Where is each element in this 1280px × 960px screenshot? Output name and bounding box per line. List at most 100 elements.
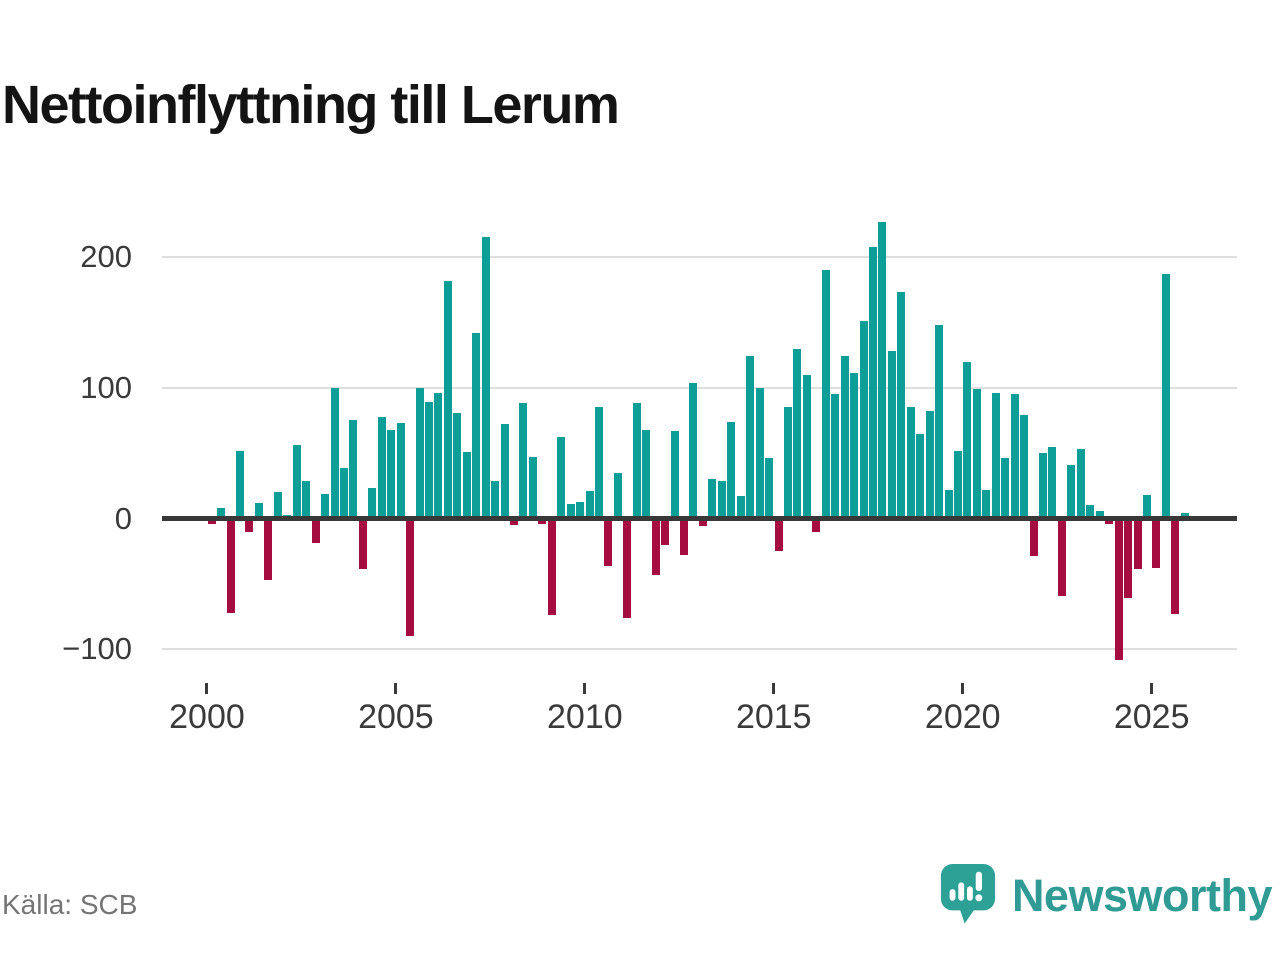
bar-2020Q3 [982,489,991,519]
x-axis-tick-mark-2000 [205,683,209,694]
bar-2012Q2 [670,430,679,519]
bar-2006Q4 [462,451,471,519]
bar-2021Q1 [1001,458,1010,519]
bar-2019Q2 [935,325,944,519]
bar-2009Q2 [557,437,566,519]
bar-2003Q2 [330,387,339,519]
newsworthy-speech-bubble-barchart-icon [939,862,997,930]
bar-2008Q2 [519,403,528,519]
bar-2002Q2 [292,445,301,519]
bar-2016Q3 [831,394,840,519]
bar-2015Q2 [783,407,792,519]
bar-2018Q4 [916,433,925,519]
bar-2010Q3 [604,518,613,566]
bar-2022Q3 [1057,518,1066,596]
x-axis-tick-label: 2020 [924,698,1001,736]
bar-2018Q2 [897,292,906,519]
bar-2004Q3 [377,416,386,519]
x-axis-tick-label: 2015 [735,698,812,736]
newsworthy-logo-text: Newsworthy [1011,870,1273,921]
bar-2023Q3 [1095,510,1104,519]
bar-2020Q4 [991,393,1000,519]
gridline-y-100 [162,386,1237,389]
y-axis-tick-label: 200 [80,239,132,275]
bar-2022Q1 [1039,453,1048,519]
bar-2009Q1 [547,518,556,616]
bar-2025Q2 [1161,274,1170,519]
bar-2007Q4 [500,424,509,519]
bar-2003Q1 [321,493,330,519]
bar-2000Q2 [217,508,226,519]
source-note: Källa: SCB [2,889,138,920]
bar-2008Q1 [510,518,518,526]
bar-2001Q1 [245,518,254,532]
bar-2007Q3 [491,480,500,519]
gridline-y-200 [162,256,1237,259]
bar-2023Q2 [1086,505,1095,519]
chart-title: Nettoinflyttning till Lerum [2,75,620,136]
bar-2011Q3 [642,429,651,519]
x-axis-tick-mark-2020 [961,683,965,694]
bar-2014Q3 [755,387,764,519]
x-axis-tick-mark-2025 [1150,683,1154,694]
bar-2015Q4 [802,374,811,519]
x-axis-tick-label: 2005 [358,698,434,736]
bar-2016Q4 [840,356,849,519]
bar-2015Q3 [793,348,802,519]
bar-2025Q4 [1180,513,1189,519]
zero-axis-line [162,516,1237,521]
bar-2005Q2 [406,518,415,637]
x-axis-tick-label: 2000 [169,698,245,736]
bar-2024Q4 [1142,494,1151,519]
x-axis-tick-mark-2010 [583,683,587,694]
bar-2011Q1 [623,518,632,618]
gridline-y--100 [162,648,1237,651]
bar-2018Q1 [887,351,896,519]
bar-2003Q4 [349,420,358,519]
bar-2017Q2 [859,321,868,519]
bar-2012Q1 [661,518,670,545]
bar-2025Q3 [1171,518,1180,614]
bar-2001Q2 [254,502,263,519]
bar-2012Q3 [680,518,689,556]
bar-2004Q1 [358,518,367,570]
newsworthy-logo: Newsworthy [939,862,1273,930]
y-axis-tick-label: 100 [80,369,132,405]
bar-2007Q2 [481,237,490,519]
bar-2010Q4 [613,472,622,519]
bar-2006Q1 [434,393,443,519]
bar-2017Q3 [868,246,877,519]
bar-2011Q4 [651,518,660,575]
bar-2010Q1 [585,491,594,519]
bar-2024Q3 [1133,518,1142,570]
bar-2024Q2 [1124,518,1133,599]
bar-2012Q4 [689,382,698,519]
bar-2022Q4 [1067,464,1076,519]
bar-2005Q1 [396,423,405,519]
bar-2017Q4 [878,221,887,519]
x-axis-tick-label: 2010 [547,698,623,736]
bar-2013Q4 [727,421,736,519]
bar-2015Q1 [774,518,783,552]
bar-2006Q3 [453,412,462,519]
bar-2009Q4 [576,501,585,519]
bar-2017Q1 [850,373,859,519]
bar-2019Q1 [925,411,934,519]
bar-2005Q3 [415,387,424,519]
y-axis-tick-label: −100 [62,631,132,667]
bar-2004Q2 [368,488,377,519]
bar-2000Q4 [236,450,245,519]
bar-2013Q2 [708,479,717,519]
bar-2011Q2 [632,403,641,519]
x-axis-tick-label: 2025 [1113,698,1190,736]
bar-2001Q4 [273,492,282,519]
bar-2020Q1 [963,361,972,519]
bar-2021Q3 [1020,415,1029,519]
x-axis-tick-mark-2005 [394,683,398,694]
bar-2014Q4 [765,458,774,519]
bar-2013Q3 [717,480,726,519]
bar-2020Q2 [972,389,981,519]
bar-2008Q3 [528,457,537,519]
bar-2014Q2 [746,356,755,519]
